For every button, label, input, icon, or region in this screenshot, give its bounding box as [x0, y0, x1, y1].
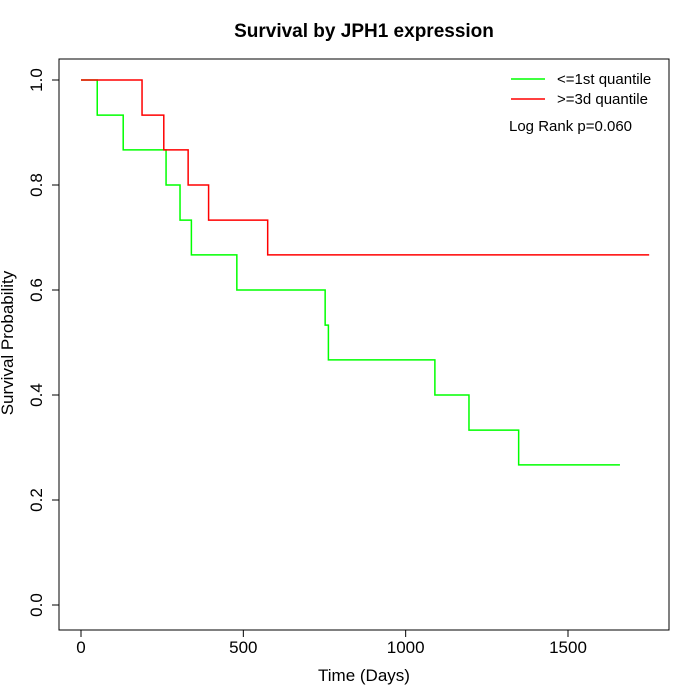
series-layer: [81, 79, 650, 466]
x-tick-label: 1500: [549, 638, 587, 657]
y-tick-label: 1.0: [27, 68, 46, 92]
y-tick-label: 0.2: [27, 488, 46, 512]
legend-label-series-1: <=1st quantile: [557, 71, 651, 88]
y-axis: 0.0 0.2 0.4 0.6 0.8 1.0: [27, 68, 60, 617]
y-tick-label: 0.0: [27, 593, 46, 617]
y-tick-label: 0.4: [27, 383, 46, 407]
x-tick-label: 1000: [387, 638, 425, 657]
survival-curve-series-2: [81, 79, 650, 256]
y-tick-label: 0.8: [27, 173, 46, 197]
chart-title: Survival by JPH1 expression: [234, 21, 494, 42]
x-axis: 0 500 1000 1500: [76, 629, 587, 657]
x-axis-label: Time (Days): [318, 666, 410, 685]
log-rank-annotation: Log Rank p=0.060: [509, 118, 632, 135]
legend: <=1st quantile >=3d quantile: [511, 71, 651, 108]
x-tick-label: 500: [229, 638, 257, 657]
legend-label-series-2: >=3d quantile: [557, 91, 648, 108]
y-axis-label: Survival Probability: [0, 270, 17, 415]
survival-curve-series-1: [81, 79, 620, 466]
plot-frame: [58, 58, 670, 631]
y-tick-label: 0.6: [27, 278, 46, 302]
x-tick-label: 0: [76, 638, 85, 657]
